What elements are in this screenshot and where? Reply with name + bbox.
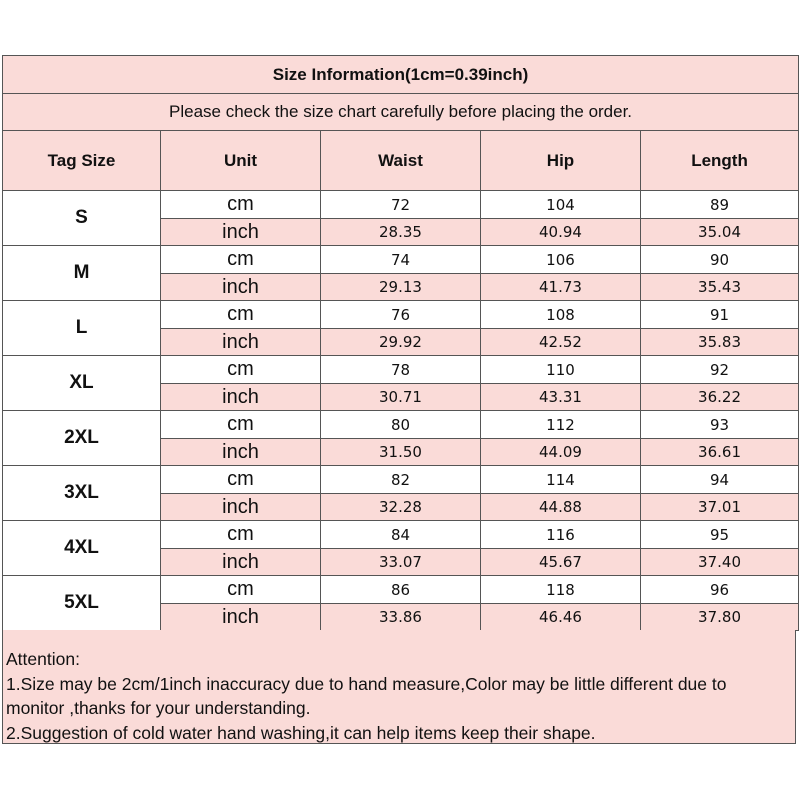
waist-cell: 33.07	[320, 548, 481, 576]
length-cell: 96	[639, 575, 800, 604]
table-row-cm: L cm 76 108 91	[2, 300, 800, 356]
length-cell: 94	[639, 465, 800, 494]
hip-cell: 106	[480, 245, 641, 274]
table-row-inch: inch 32.28 44.88 37.01	[2, 493, 800, 521]
waist-cell: 76	[320, 300, 481, 329]
hip-cell: 104	[480, 190, 641, 219]
hip-cell: 40.94	[480, 218, 641, 246]
unit-cell: inch	[160, 603, 321, 631]
table-row-cm: 4XL cm 84 116 95	[2, 520, 800, 576]
unit-cell: inch	[160, 383, 321, 411]
tag-size-cell: XL	[2, 355, 161, 411]
table-row-cm: 3XL cm 82 114 94	[2, 465, 800, 521]
header-unit: Unit	[160, 130, 321, 191]
tag-size-cell: L	[2, 300, 161, 356]
tag-size-cell: M	[2, 245, 161, 301]
waist-cell: 84	[320, 520, 481, 549]
table-row-cm: S cm 72 104 89	[2, 190, 800, 246]
header-tag-size: Tag Size	[2, 130, 161, 191]
unit-cell: inch	[160, 438, 321, 466]
unit-cell: cm	[160, 190, 321, 219]
length-cell: 37.80	[639, 603, 800, 631]
unit-cell: inch	[160, 548, 321, 576]
length-cell: 92	[639, 355, 800, 384]
hip-cell: 42.52	[480, 328, 641, 356]
unit-cell: cm	[160, 575, 321, 604]
tag-size-cell: 3XL	[2, 465, 161, 521]
header-row: Tag Size Unit Waist Hip Length	[2, 130, 800, 191]
length-cell: 35.43	[639, 273, 800, 301]
waist-cell: 80	[320, 410, 481, 439]
unit-cell: inch	[160, 218, 321, 246]
length-cell: 36.61	[639, 438, 800, 466]
chart-subtitle: Please check the size chart carefully be…	[1, 93, 800, 131]
chart-title: Size Information(1cm=0.39inch)	[1, 55, 800, 94]
waist-cell: 33.86	[320, 603, 481, 631]
length-cell: 36.22	[639, 383, 800, 411]
unit-cell: cm	[160, 410, 321, 439]
table-row-cm: 2XL cm 80 112 93	[2, 410, 800, 466]
length-cell: 35.83	[639, 328, 800, 356]
length-cell: 93	[639, 410, 800, 439]
hip-cell: 112	[480, 410, 641, 439]
waist-cell: 72	[320, 190, 481, 219]
size-chart: Size Information(1cm=0.39inch) Please ch…	[1, 55, 800, 631]
waist-cell: 29.13	[320, 273, 481, 301]
unit-cell: inch	[160, 493, 321, 521]
waist-cell: 31.50	[320, 438, 481, 466]
unit-cell: inch	[160, 273, 321, 301]
header-hip: Hip	[480, 130, 641, 191]
unit-cell: inch	[160, 328, 321, 356]
waist-cell: 32.28	[320, 493, 481, 521]
length-cell: 37.01	[639, 493, 800, 521]
header-length: Length	[639, 130, 800, 191]
length-cell: 89	[639, 190, 800, 219]
unit-cell: cm	[160, 300, 321, 329]
unit-cell: cm	[160, 245, 321, 274]
waist-cell: 28.35	[320, 218, 481, 246]
hip-cell: 46.46	[480, 603, 641, 631]
tag-size-cell: 4XL	[2, 520, 161, 576]
length-cell: 37.40	[639, 548, 800, 576]
table-row-cm: XL cm 78 110 92	[2, 355, 800, 411]
hip-cell: 43.31	[480, 383, 641, 411]
hip-cell: 114	[480, 465, 641, 494]
hip-cell: 45.67	[480, 548, 641, 576]
waist-cell: 82	[320, 465, 481, 494]
hip-cell: 118	[480, 575, 641, 604]
attention-line: 2.Suggestion of cold water hand washing,…	[6, 722, 596, 743]
waist-cell: 30.71	[320, 383, 481, 411]
attention-heading: Attention:	[6, 649, 80, 669]
unit-cell: cm	[160, 520, 321, 549]
table-row-cm: M cm 74 106 90	[2, 245, 800, 301]
attention-line: monitor ,thanks for your understanding.	[6, 698, 311, 718]
header-waist: Waist	[320, 130, 481, 191]
hip-cell: 41.73	[480, 273, 641, 301]
waist-cell: 29.92	[320, 328, 481, 356]
table-row-cm: 5XL cm 86 118 96	[2, 575, 800, 631]
hip-cell: 108	[480, 300, 641, 329]
tag-size-cell: 5XL	[2, 575, 161, 631]
length-cell: 95	[639, 520, 800, 549]
unit-cell: cm	[160, 465, 321, 494]
hip-cell: 44.09	[480, 438, 641, 466]
tag-size-cell: 2XL	[2, 410, 161, 466]
waist-cell: 78	[320, 355, 481, 384]
hip-cell: 116	[480, 520, 641, 549]
size-table: Size Information(1cm=0.39inch) Please ch…	[1, 55, 800, 631]
length-cell: 90	[639, 245, 800, 274]
table-row-inch: inch 28.35 40.94 35.04	[2, 218, 800, 246]
waist-cell: 86	[320, 575, 481, 604]
unit-cell: cm	[160, 355, 321, 384]
hip-cell: 110	[480, 355, 641, 384]
hip-cell: 44.88	[480, 493, 641, 521]
attention-box: Attention: 1.Size may be 2cm/1inch inacc…	[2, 630, 796, 744]
length-cell: 35.04	[639, 218, 800, 246]
length-cell: 91	[639, 300, 800, 329]
attention-line: 1.Size may be 2cm/1inch inaccuracy due t…	[6, 673, 727, 694]
waist-cell: 74	[320, 245, 481, 274]
tag-size-cell: S	[2, 190, 161, 246]
